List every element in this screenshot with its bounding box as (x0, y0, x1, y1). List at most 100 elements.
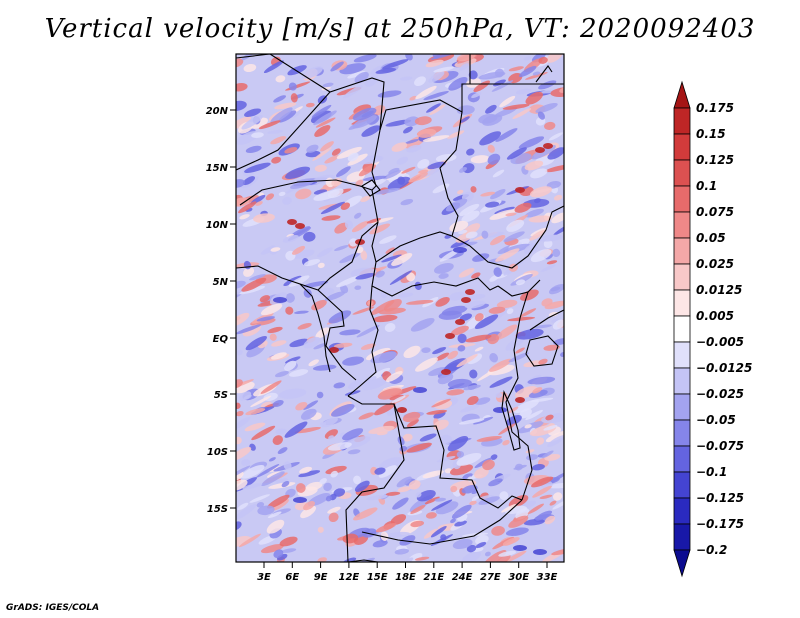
velocity-blob (525, 208, 544, 218)
velocity-blob (347, 379, 362, 390)
velocity-blob (267, 511, 282, 519)
velocity-blob (314, 164, 327, 172)
updraft-core (295, 223, 305, 229)
border-niger-chad (371, 129, 381, 191)
velocity-blob (400, 76, 413, 81)
velocity-blob (533, 198, 541, 204)
velocity-blob (278, 388, 307, 399)
velocity-blob (548, 482, 564, 489)
velocity-blob (284, 147, 298, 154)
velocity-blob (275, 428, 287, 435)
velocity-blob (530, 249, 552, 263)
velocity-blob (352, 306, 375, 315)
velocity-blob (487, 153, 501, 165)
velocity-blob (466, 148, 475, 156)
velocity-blob (308, 359, 319, 367)
velocity-blob (438, 273, 449, 279)
velocity-blob (532, 71, 541, 76)
velocity-blob (321, 215, 341, 221)
velocity-blob (493, 79, 506, 87)
velocity-blob (236, 280, 246, 290)
velocity-blob (460, 404, 480, 413)
colorbar-label: 0.025 (696, 257, 734, 271)
velocity-blob (537, 234, 564, 242)
velocity-blob (435, 154, 457, 163)
velocity-blob (465, 334, 492, 343)
velocity-blob (259, 295, 271, 303)
velocity-blob (421, 347, 431, 354)
velocity-blob (331, 148, 341, 156)
velocity-blob (523, 360, 544, 368)
velocity-blob (403, 345, 421, 359)
velocity-blob (482, 114, 503, 126)
velocity-blob (457, 345, 466, 352)
velocity-blob (302, 66, 323, 79)
velocity-blob (450, 518, 456, 524)
velocity-blob (493, 267, 502, 277)
velocity-blob (425, 59, 444, 68)
velocity-blob (321, 417, 338, 428)
velocity-blob (474, 313, 484, 322)
velocity-blob (536, 437, 545, 445)
velocity-blob (305, 481, 323, 491)
updraft-core (455, 319, 465, 325)
velocity-blob (506, 308, 514, 315)
velocity-blob (285, 166, 311, 179)
lon-label: 12E (339, 572, 360, 583)
border-algeria-niger (236, 54, 385, 131)
updraft-core (397, 407, 407, 413)
velocity-blob (242, 176, 255, 186)
velocity-blob (406, 442, 432, 453)
velocity-blob (448, 291, 466, 301)
velocity-blob (523, 518, 545, 526)
velocity-blob (540, 264, 556, 272)
velocity-blob (406, 272, 416, 282)
velocity-blob (274, 478, 289, 483)
colorbar-label: 0.15 (696, 127, 726, 141)
velocity-blob (505, 527, 529, 536)
latitude-axis: 20N 15N 10N 5N EQ 5S 10S 15S (206, 106, 236, 515)
velocity-blob (458, 268, 475, 278)
velocity-blob (464, 300, 486, 309)
velocity-blob (374, 402, 396, 416)
border-drc-angola (347, 395, 523, 509)
velocity-blob (341, 557, 357, 562)
velocity-blob (552, 319, 564, 330)
longitude-axis: 3E 6E 9E 12E 15E 18E 21E 24E 27E 30E 33E (257, 562, 558, 583)
velocity-blob (362, 175, 387, 181)
velocity-blob (328, 310, 352, 324)
velocity-blob (340, 202, 351, 210)
velocity-blob (471, 303, 489, 311)
velocity-blob (480, 191, 496, 197)
velocity-blob (297, 323, 312, 330)
velocity-blob (365, 347, 391, 361)
velocity-blob (518, 136, 545, 149)
lon-label: 9E (314, 572, 328, 583)
velocity-blob (529, 186, 553, 198)
velocity-blob (275, 75, 286, 83)
velocity-blob (324, 429, 338, 439)
velocity-blob (498, 550, 517, 557)
velocity-blob (532, 485, 552, 498)
velocity-blob (391, 253, 413, 266)
velocity-blob (249, 274, 266, 281)
velocity-blob (529, 229, 547, 241)
velocity-blob (325, 495, 332, 502)
velocity-blob (272, 400, 284, 407)
country-borders (236, 54, 564, 562)
lon-label: 21E (423, 572, 444, 583)
velocity-blob (255, 201, 263, 206)
updraft-core (445, 333, 455, 339)
velocity-blob (288, 82, 297, 91)
velocity-blob (528, 215, 552, 223)
velocity-blob (236, 410, 244, 417)
velocity-blob (447, 350, 459, 360)
velocity-blob (541, 450, 554, 459)
velocity-blob (364, 75, 379, 87)
lat-label: EQ (213, 334, 229, 345)
velocity-blob (333, 488, 346, 497)
velocity-blob (269, 333, 277, 341)
velocity-blob (430, 526, 447, 538)
velocity-blob (241, 465, 265, 479)
lake-tanganyika (501, 389, 521, 451)
